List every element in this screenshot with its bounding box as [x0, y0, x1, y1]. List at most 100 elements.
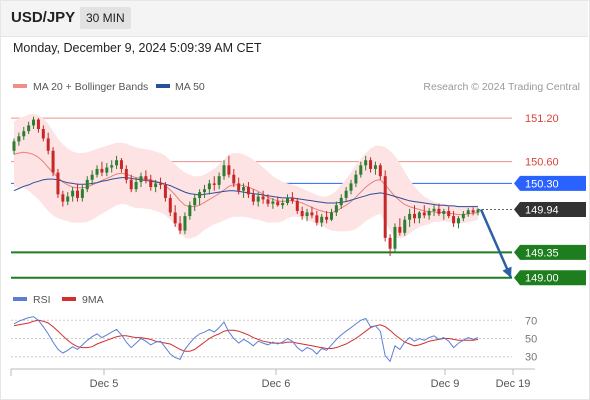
candle-body: [427, 211, 431, 216]
candle-body: [227, 165, 231, 175]
candle-body: [207, 183, 211, 190]
rsi-tick-label: 70: [525, 315, 537, 327]
candle-body: [271, 201, 275, 204]
ma9-legend-label: 9MA: [82, 294, 104, 306]
candle-body: [334, 205, 338, 213]
level-tag-support: 149.35: [514, 244, 586, 260]
candle-body: [408, 213, 412, 220]
candle-body: [388, 237, 392, 249]
research-credit: Research © 2024 Trading Central: [423, 81, 580, 93]
candle-body: [413, 213, 417, 219]
candle-body: [163, 184, 167, 198]
candle-body: [442, 211, 446, 214]
header-bar: USD/JPY 30 MIN: [0, 0, 588, 37]
candle-body: [398, 226, 402, 233]
timestamp: Monday, December 9, 2024 5:09:39 AM CET: [13, 41, 262, 55]
candle-body: [320, 216, 324, 223]
level-tag-support: 149.00: [514, 270, 586, 286]
candle-body: [417, 212, 421, 219]
candle-body: [188, 205, 192, 217]
forecast-arrow-line: [479, 209, 513, 279]
candle-body: [183, 216, 187, 231]
time-axis-label: Dec 5: [90, 378, 119, 390]
candle-body: [41, 129, 45, 139]
candle-body: [354, 174, 358, 184]
candle-body: [124, 168, 128, 180]
level-value-label: 151.20: [525, 113, 559, 125]
candle-body: [173, 212, 177, 224]
candle-body: [305, 212, 309, 217]
forecast-arrow-head: [502, 266, 512, 278]
candle-body: [159, 183, 163, 185]
candle-body: [437, 208, 441, 214]
candle-body: [276, 201, 280, 206]
candle-body: [447, 211, 451, 217]
candle-body: [12, 141, 16, 151]
rsi-tick-label: 50: [525, 334, 537, 346]
candle-body: [46, 138, 50, 151]
candle-body: [100, 168, 104, 173]
level-value-label: 149.94: [525, 205, 559, 217]
rsi-legend-swatch: [13, 297, 27, 301]
timeframe-badge[interactable]: 30 MIN: [80, 7, 131, 29]
candle-body: [95, 168, 99, 175]
candle-body: [466, 210, 470, 214]
ma9-legend-swatch: [62, 297, 76, 301]
candle-body: [256, 196, 260, 202]
ma50-line: [13, 177, 478, 208]
ma20-line: [13, 151, 479, 216]
ma50-legend-label: MA 50: [175, 81, 205, 93]
rsi-tick-label: 30: [525, 352, 537, 364]
candle-body: [110, 165, 114, 168]
rsi-legend-label: RSI: [33, 294, 51, 306]
candle-body: [154, 183, 158, 188]
candle-body: [310, 212, 314, 216]
candle-body: [403, 219, 407, 233]
candle-body: [80, 189, 84, 198]
candle-body: [27, 125, 31, 132]
level-tag-background: [514, 175, 586, 191]
candle-body: [115, 160, 119, 166]
time-axis-label: Dec 6: [262, 378, 291, 390]
candle-body: [300, 211, 304, 217]
candle-body: [422, 212, 426, 216]
candle-body: [476, 209, 480, 213]
candle-body: [61, 194, 65, 202]
level-tag-background: [514, 244, 586, 260]
candle-body: [178, 223, 182, 231]
level-tag-background: [514, 270, 586, 286]
candle-body: [251, 194, 255, 202]
candle-body: [217, 176, 221, 185]
level-tag-pivot: 150.30: [514, 175, 586, 191]
rsi-line: [13, 316, 479, 363]
candle-body: [32, 119, 36, 126]
bollinger-band-area: [14, 113, 478, 239]
candle-body: [393, 226, 397, 249]
candle-body: [90, 174, 94, 180]
candle-body: [452, 216, 456, 224]
time-axis-label: Dec 9: [431, 378, 460, 390]
candle-body: [286, 197, 290, 204]
bollinger-legend-swatch: [13, 84, 27, 88]
candle-body: [134, 181, 138, 190]
candle-body: [212, 183, 216, 185]
candle-body: [242, 187, 246, 191]
candle-body: [119, 160, 123, 169]
candle-body: [432, 208, 436, 211]
level-value-label: 149.00: [525, 273, 559, 285]
candle-body: [129, 179, 133, 190]
candle-body: [85, 179, 89, 190]
time-axis-label: Dec 19: [496, 378, 531, 390]
level-tag-last: 149.94: [514, 202, 586, 218]
candle-body: [222, 165, 226, 177]
ma50-legend-swatch: [156, 84, 170, 88]
candle-body: [36, 119, 40, 130]
candle-body: [144, 176, 148, 180]
candle-body: [383, 176, 387, 238]
candle-body: [51, 150, 55, 173]
candle-body: [193, 197, 197, 206]
candle-body: [232, 174, 236, 184]
candle-body: [456, 218, 460, 224]
candle-body: [373, 165, 377, 169]
